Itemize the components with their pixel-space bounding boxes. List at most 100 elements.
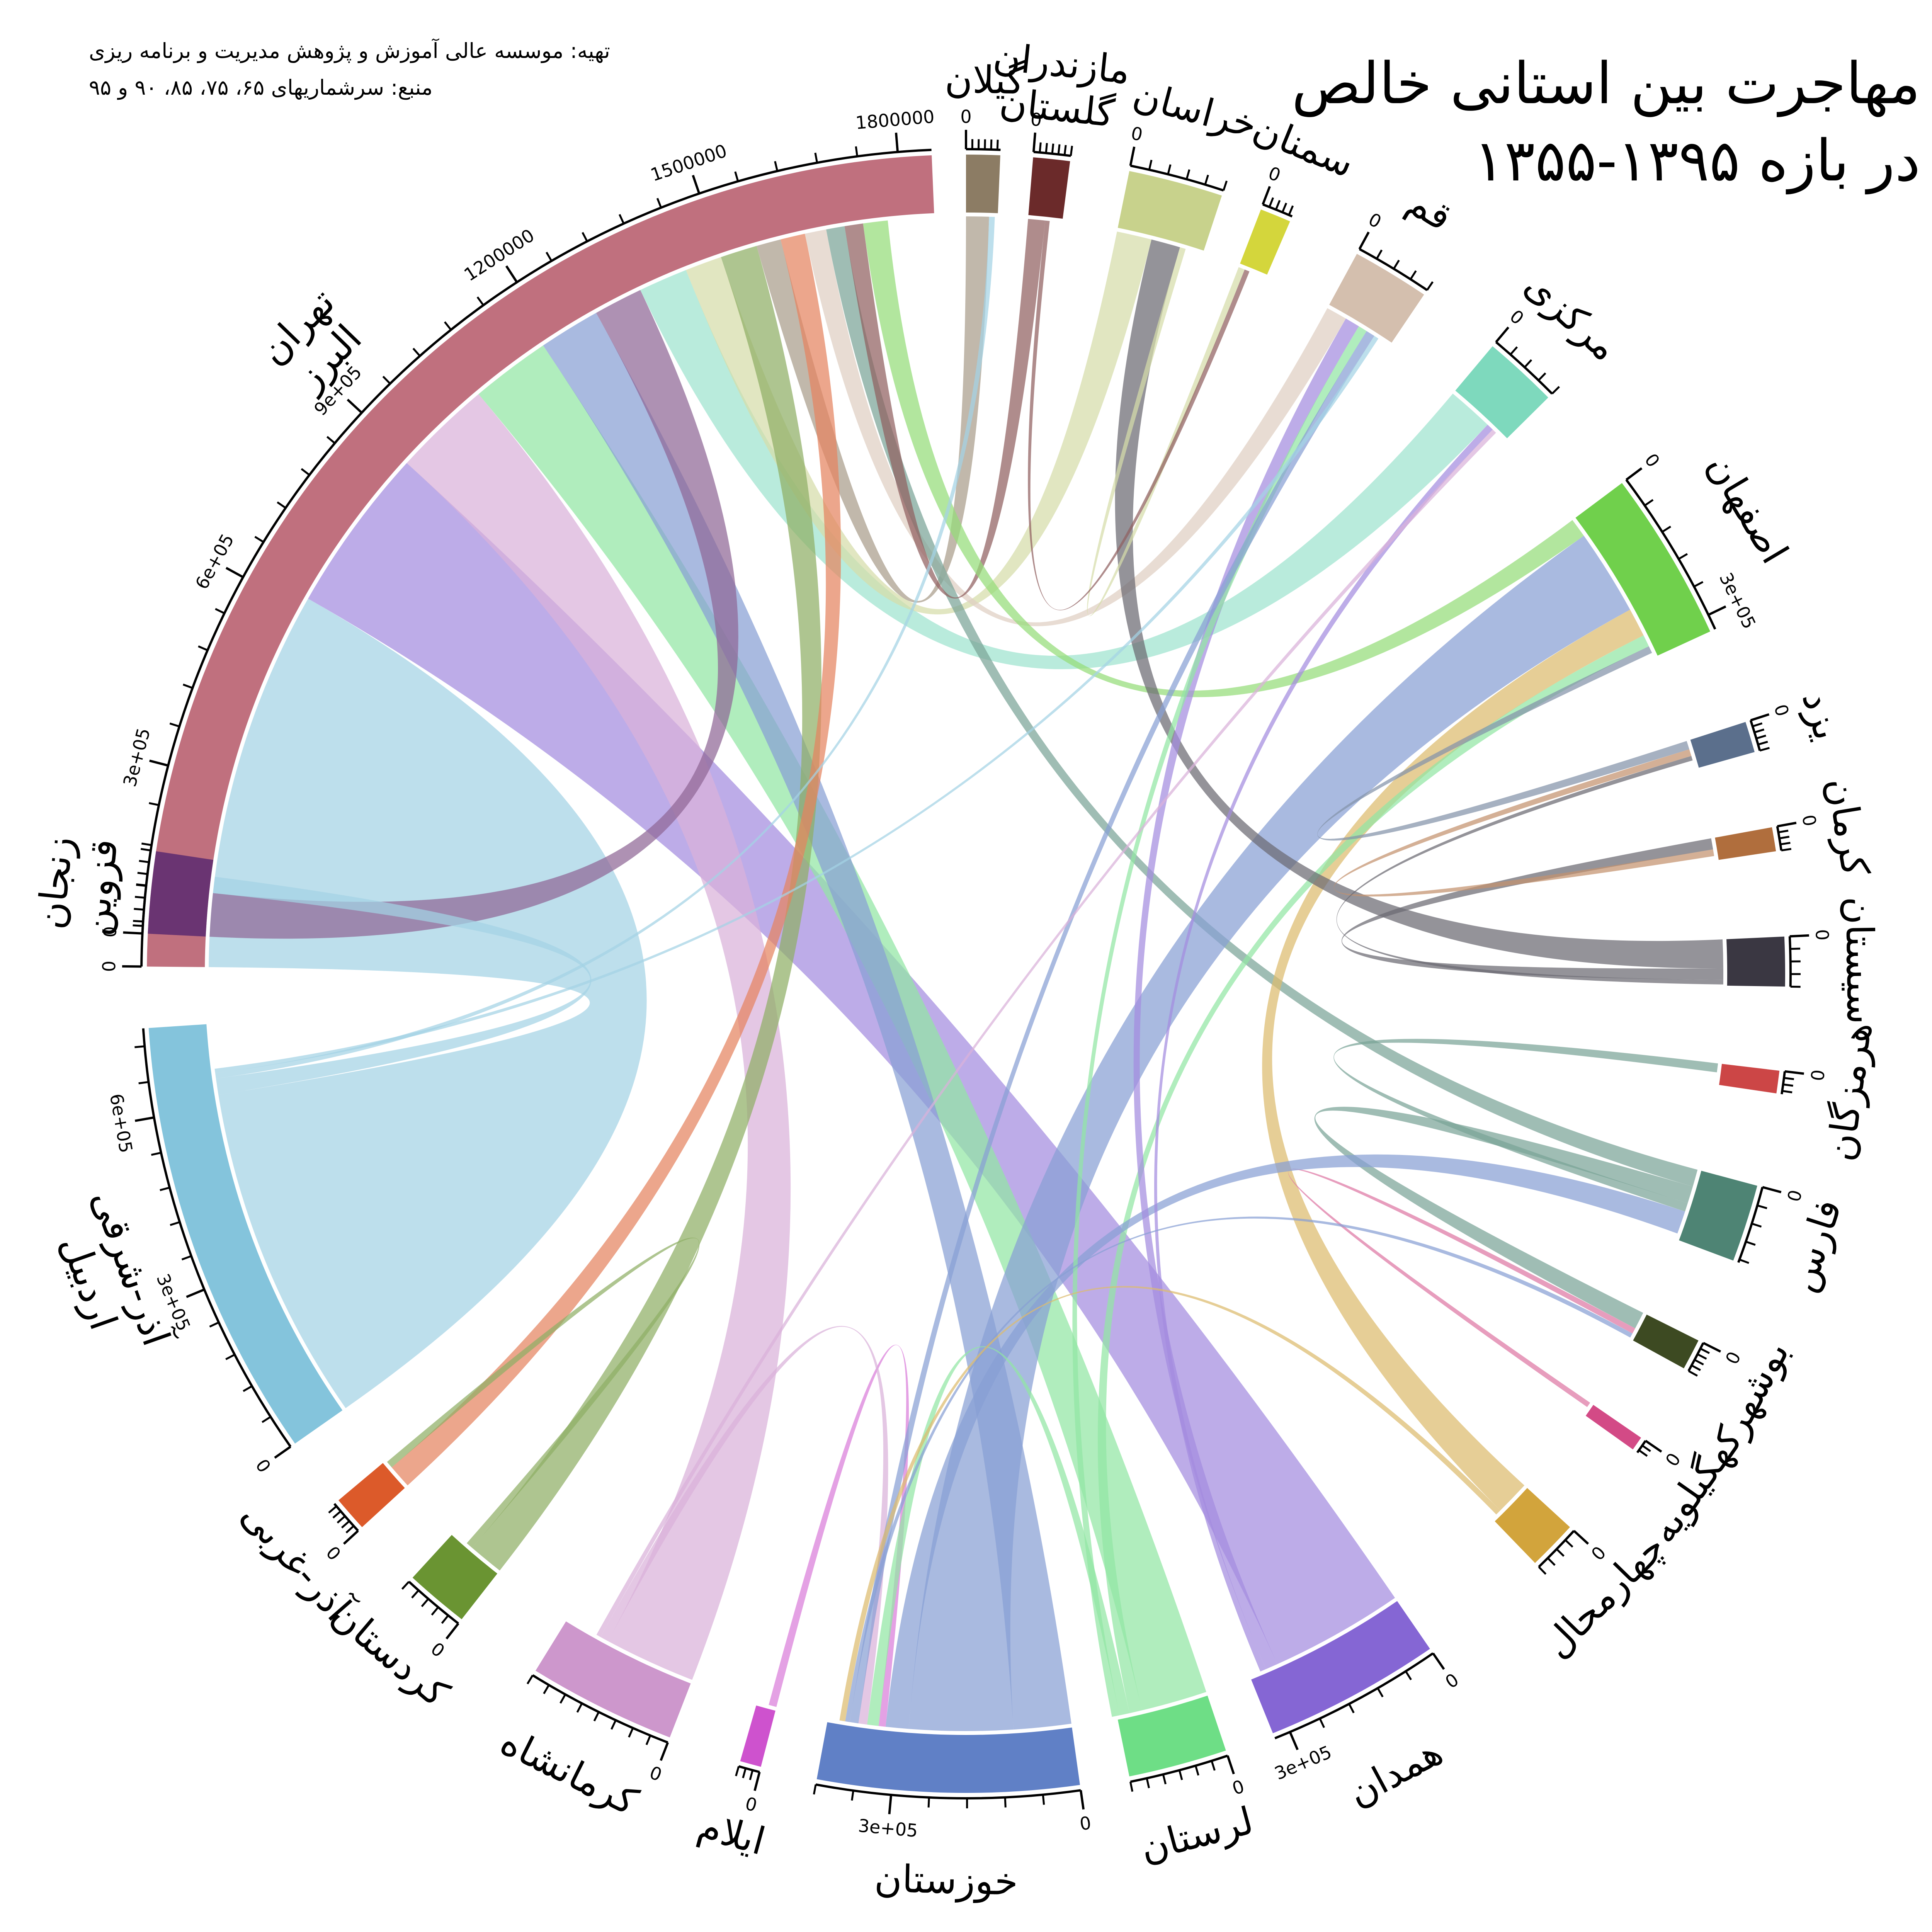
sector-arc <box>1726 936 1785 987</box>
axis-tick-label: 0 <box>1230 1776 1247 1799</box>
axis-tick-label: 0 <box>1365 209 1385 232</box>
axis-minor-tick <box>543 1684 550 1694</box>
axis-minor-tick <box>151 1151 162 1156</box>
chord-ribbon-3 <box>478 345 1206 1711</box>
axis-minor-tick <box>1045 143 1048 153</box>
axis-major-tick <box>1262 186 1271 205</box>
axis-minor-tick <box>1185 169 1190 180</box>
axis-minor-tick <box>1510 346 1518 355</box>
axis-minor-tick <box>1070 146 1073 156</box>
axis-tick-label: 0 <box>99 926 121 938</box>
axis-minor-tick <box>1644 499 1654 507</box>
axis-minor-tick <box>1148 160 1153 170</box>
sector-arc <box>1251 1601 1430 1733</box>
axis-major-tick <box>134 1116 155 1122</box>
axis-minor-tick <box>332 1510 342 1519</box>
axis-major-tick <box>1495 327 1510 343</box>
sector-arc <box>1329 253 1424 343</box>
axis-minor-tick <box>1275 200 1281 210</box>
axis-minor-tick <box>328 1505 337 1514</box>
axis-major-tick <box>1358 231 1370 250</box>
axis-major-tick <box>1573 1530 1589 1545</box>
credit-source: منبع: سرشماریهای ۶۵، ۷۵، ۸۵، ۹۰ و ۹۵ <box>89 75 433 100</box>
axis-minor-tick <box>1547 1557 1556 1566</box>
axis-minor-tick <box>774 161 779 172</box>
axis-major-tick <box>1080 1790 1085 1810</box>
axis-minor-tick <box>855 146 858 156</box>
axis-minor-tick <box>1782 1090 1793 1094</box>
sector-label-line: خوزستان <box>874 1857 1019 1904</box>
axis-minor-tick <box>1281 202 1287 213</box>
axis-minor-tick <box>990 139 993 150</box>
sector-label: مازندرانگلستان <box>986 35 1132 137</box>
axis-tick-label: 0 <box>1783 1188 1806 1204</box>
sector-axis <box>141 850 152 934</box>
axis-tick-label: 0 <box>743 1793 759 1816</box>
sector-label: قم <box>1400 180 1459 240</box>
axis-minor-tick <box>149 802 159 806</box>
axis-minor-tick <box>1319 1718 1325 1728</box>
axis-minor-tick <box>645 1735 651 1745</box>
credit-author: تهیه: موسسه عالی آموزش و پژوهش مدیریت و … <box>89 39 610 63</box>
axis-major-tick <box>660 1742 669 1761</box>
chord-ribbon-10 <box>391 233 841 1486</box>
axis-minor-tick <box>1524 359 1532 368</box>
sector-arc <box>1585 1405 1641 1450</box>
axis-minor-tick <box>137 872 148 875</box>
axis-minor-tick <box>628 1728 634 1738</box>
axis-minor-tick <box>182 684 193 689</box>
sector-label-line: کهگیلویه <box>1641 1419 1752 1551</box>
axis-minor-tick <box>1405 1670 1412 1680</box>
axis-minor-tick <box>1288 205 1294 216</box>
axis-tick-label: 0 <box>1265 162 1284 186</box>
axis-minor-tick <box>593 1711 600 1722</box>
axis-minor-tick <box>560 1694 566 1704</box>
axis-tick-label: 3e+05 <box>857 1815 919 1841</box>
axis-minor-tick <box>851 1790 854 1801</box>
axis-minor-tick <box>1204 175 1209 185</box>
sector-arc <box>338 1463 405 1527</box>
axis-minor-tick <box>742 1768 747 1779</box>
axis-minor-tick <box>1751 1223 1762 1228</box>
axis-tick-label: 0 <box>1078 1812 1093 1835</box>
axis-tick-label: 0 <box>1641 450 1664 471</box>
axis-tick-label: 0 <box>1811 929 1833 941</box>
sector-label-line: همدان <box>1341 1730 1450 1816</box>
sector-label-line: زنجان <box>29 835 82 931</box>
axis-major-tick <box>1750 713 1770 721</box>
axis-minor-tick <box>1691 1364 1701 1371</box>
axis-major-tick <box>1645 1440 1662 1453</box>
axis-major-tick <box>149 759 168 767</box>
axis-minor-tick <box>181 1255 192 1260</box>
axis-minor-tick <box>444 321 452 331</box>
axis-major-tick <box>1289 1731 1299 1750</box>
axis-major-tick <box>225 566 244 578</box>
axis-major-tick <box>186 1288 205 1298</box>
axis-minor-tick <box>262 1416 271 1423</box>
axis-minor-tick <box>1638 1449 1648 1457</box>
axis-minor-tick <box>1756 735 1766 740</box>
axis-minor-tick <box>1211 1760 1216 1771</box>
sector-arc <box>1028 157 1070 219</box>
axis-major-tick <box>122 965 142 968</box>
axis-minor-tick <box>1051 143 1054 154</box>
sector-label: خوزستان <box>874 1857 1019 1904</box>
axis-major-tick <box>888 1794 893 1815</box>
sector-label-line: سمنان <box>1247 106 1360 187</box>
chord-ribbon-8 <box>472 246 821 1571</box>
axis-minor-tick <box>1063 145 1067 155</box>
axis-minor-tick <box>814 153 818 163</box>
sector-label: آذر-شرقیاردبیل <box>41 1184 179 1367</box>
sector-label-line: کرمانشاه <box>493 1719 644 1824</box>
axis-minor-tick <box>326 436 336 444</box>
chord-ribbon-0 <box>209 599 647 1408</box>
axis-minor-tick <box>382 376 391 384</box>
axis-minor-tick <box>1752 722 1763 728</box>
